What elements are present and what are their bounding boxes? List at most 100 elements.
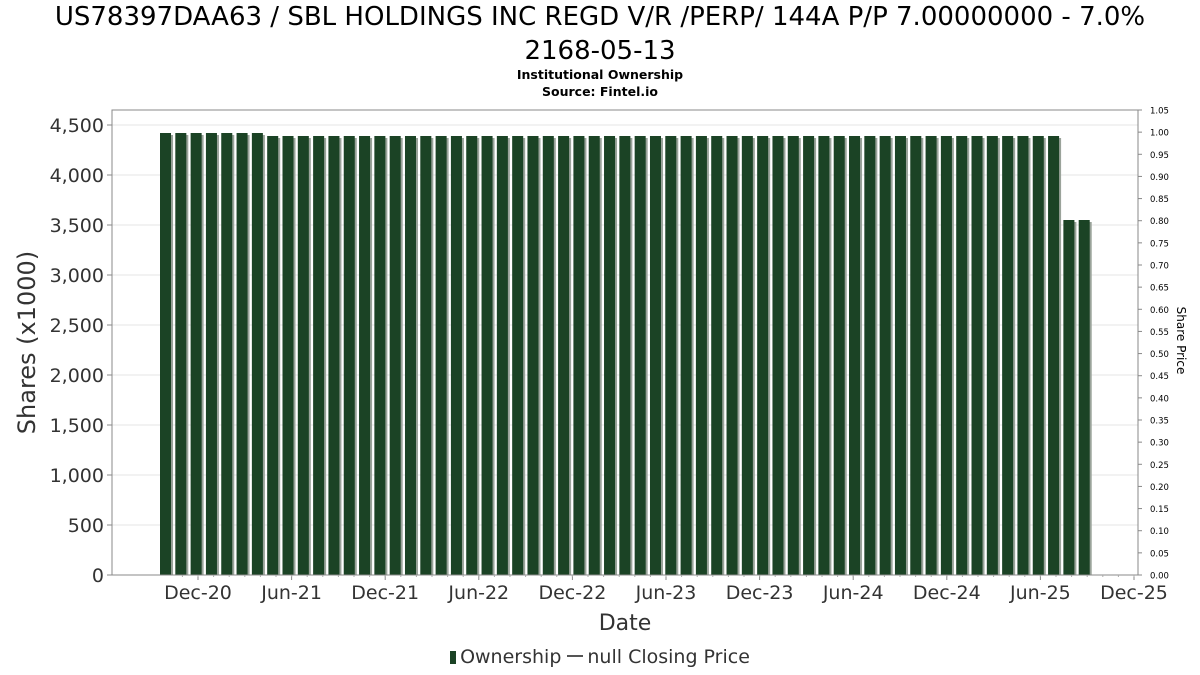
chart-title-line1: US78397DAA63 / SBL HOLDINGS INC REGD V/R… — [54, 2, 1146, 32]
bar — [251, 133, 263, 575]
x-tick-label: Dec-20 — [164, 582, 232, 604]
bar — [833, 136, 845, 575]
x-tick-label: Dec-25 — [1100, 582, 1168, 604]
bar — [236, 133, 248, 575]
bar — [1063, 220, 1075, 575]
bar — [604, 136, 616, 575]
x-tick-label: Dec-23 — [726, 582, 794, 604]
y2-tick-label: 0.70 — [1150, 262, 1169, 272]
x-tick-label: Jun-22 — [447, 582, 509, 604]
y-tick-label: 500 — [68, 515, 104, 537]
bar — [726, 136, 738, 575]
bar — [374, 136, 386, 575]
legend-ownership-label: Ownership — [460, 646, 562, 668]
x-tick-label: Jun-25 — [1009, 582, 1071, 604]
bar — [665, 136, 677, 575]
bar — [680, 136, 692, 575]
bar — [175, 133, 187, 575]
bar — [619, 136, 631, 575]
bar — [864, 136, 876, 575]
bar — [1032, 136, 1044, 575]
x-tick-label: Jun-23 — [635, 582, 697, 604]
bar — [649, 136, 661, 575]
y-tick-label: 4,500 — [50, 115, 104, 137]
bar — [741, 136, 753, 575]
bar — [190, 133, 202, 575]
bar — [1048, 136, 1060, 575]
y-tick-label: 0 — [92, 565, 104, 587]
y2-tick-label: 0.05 — [1150, 549, 1169, 559]
chart-source: Source: Fintel.io — [542, 84, 658, 99]
y2-tick-label: 0.90 — [1150, 173, 1169, 183]
y2-axis-label: Share Price — [1174, 307, 1188, 375]
bar — [940, 136, 952, 575]
bar — [803, 136, 815, 575]
bar — [1002, 136, 1014, 575]
bar — [313, 136, 325, 575]
y-tick-label: 1,000 — [50, 465, 104, 487]
x-tick-label: Jun-21 — [260, 582, 322, 604]
bar — [772, 136, 784, 575]
y2-tick-label: 0.35 — [1150, 417, 1169, 427]
bar — [894, 136, 906, 575]
bar — [404, 136, 417, 575]
bar — [512, 136, 524, 575]
bar — [971, 136, 983, 575]
bar — [282, 136, 294, 575]
bar — [573, 136, 585, 575]
legend-price-label: null Closing Price — [587, 646, 750, 668]
bars — [160, 133, 1092, 575]
y-tick-label: 3,500 — [50, 215, 104, 237]
legend-price-line — [567, 655, 584, 657]
bar — [343, 136, 355, 575]
chart-title-line2: 2168-05-13 — [524, 36, 676, 66]
y2-tick-label: 0.60 — [1150, 306, 1169, 316]
y-tick-label: 2,000 — [50, 365, 104, 387]
chart-title: US78397DAA63 / SBL HOLDINGS INC REGD V/R… — [0, 0, 1200, 68]
legend-ownership-swatch — [450, 651, 457, 664]
y2-tick-label: 0.30 — [1150, 439, 1169, 449]
bar — [986, 136, 998, 575]
bar — [466, 136, 478, 575]
y2-tick-label: 0.85 — [1150, 195, 1169, 205]
y2-tick-label: 0.00 — [1150, 572, 1169, 582]
x-tick-label: Dec-22 — [538, 582, 606, 604]
y-tick-label: 4,000 — [50, 165, 104, 187]
bar — [450, 136, 462, 575]
bar — [711, 136, 723, 575]
chart-subtitle: Institutional Ownership — [516, 67, 684, 82]
y2-tick-label: 0.20 — [1150, 483, 1169, 493]
bar — [527, 136, 539, 575]
bar — [634, 136, 646, 575]
bar — [1017, 136, 1029, 575]
plot-frame — [111, 109, 1139, 576]
bar — [435, 136, 447, 575]
y-tick-label: 1,500 — [50, 415, 104, 437]
bar — [328, 136, 340, 575]
y2-tick-label: 0.55 — [1150, 328, 1169, 338]
y2-tick-label: 1.05 — [1150, 107, 1169, 117]
bar — [221, 133, 233, 575]
x-tick-label: Dec-24 — [913, 582, 981, 604]
x-axis-label: Date — [599, 611, 652, 636]
bar — [205, 133, 217, 575]
y-tick-label: 3,000 — [50, 265, 104, 287]
x-axis: Dec-20 Jun-21 Dec-21 Jun-22 Dec-22 Jun-23 Dec-… — [164, 575, 1168, 604]
y2-tick-label: 0.40 — [1150, 394, 1169, 404]
bar — [910, 136, 922, 575]
y2-axis: 0.00 0.05 0.10 0.15 0.20 0.25 0.30 0.35 0.40 0.45… — [1138, 107, 1169, 582]
bar — [496, 136, 508, 575]
bar — [1078, 220, 1090, 575]
legend: Ownership null Closing Price — [0, 646, 1200, 668]
y2-tick-label: 0.45 — [1150, 372, 1169, 382]
bar — [160, 133, 172, 575]
bar — [879, 136, 891, 575]
bar — [420, 136, 432, 575]
y2-tick-label: 0.75 — [1150, 239, 1169, 249]
bar — [389, 136, 401, 575]
y2-tick-label: 0.50 — [1150, 350, 1169, 360]
bar — [588, 136, 600, 575]
y-axis: 0 500 1,000 1,500 2,000 2,500 3,000 3,500 4,000 4… — [50, 115, 112, 587]
